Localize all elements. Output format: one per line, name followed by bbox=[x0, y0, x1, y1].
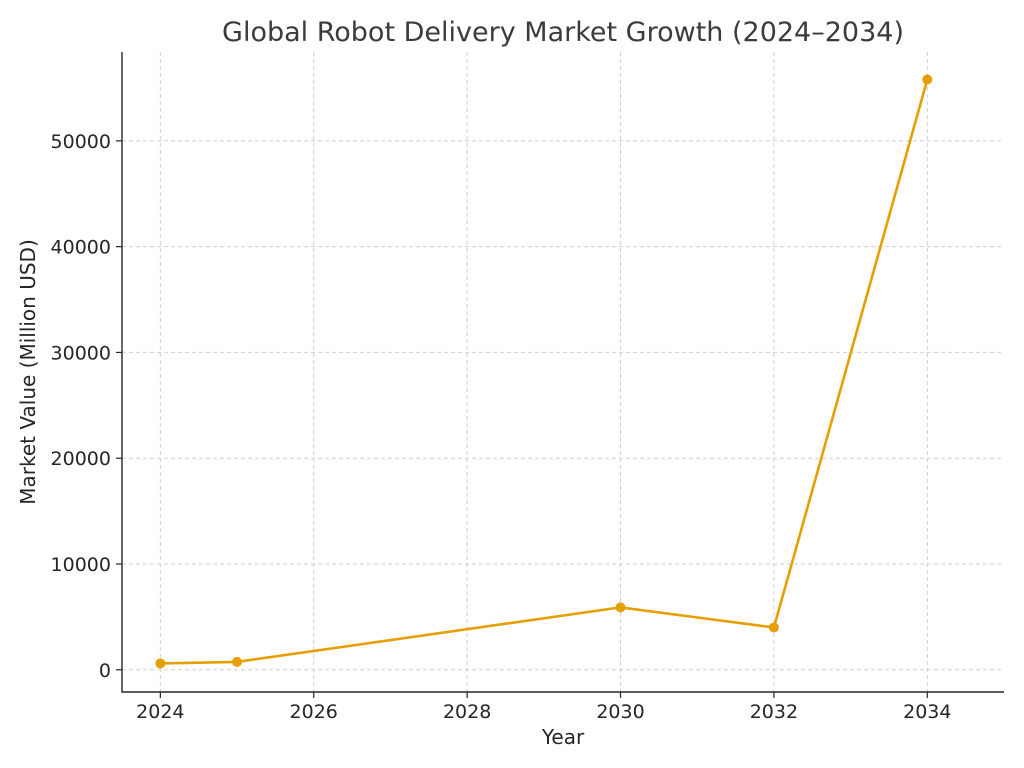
x-tick-label: 2028 bbox=[443, 701, 491, 723]
chart-title: Global Robot Delivery Market Growth (202… bbox=[222, 17, 904, 48]
y-tick-label: 50000 bbox=[51, 131, 111, 153]
x-gridlines bbox=[159, 52, 928, 692]
data-point bbox=[232, 656, 243, 667]
data-point bbox=[922, 74, 933, 85]
data-point bbox=[768, 622, 779, 633]
y-tick-label: 10000 bbox=[51, 554, 111, 576]
series-line bbox=[160, 79, 929, 665]
x-tick-label: 2024 bbox=[136, 701, 184, 723]
x-tick-label: 2026 bbox=[290, 701, 338, 723]
x-tick-label: 2030 bbox=[596, 701, 644, 723]
y-axis-label: Market Value (Million USD) bbox=[16, 239, 40, 504]
y-tick-label: 40000 bbox=[51, 237, 111, 259]
y-tick-label: 30000 bbox=[51, 342, 111, 364]
y-axis-ticks: 0 10000 20000 30000 40000 50000 bbox=[51, 131, 122, 682]
x-tick-label: 2034 bbox=[903, 701, 951, 723]
x-axis-ticks: 2024 2026 2028 2030 2032 2034 bbox=[136, 692, 951, 723]
y-tick-label: 0 bbox=[99, 660, 111, 682]
axes-spines bbox=[121, 52, 1004, 693]
data-point bbox=[615, 602, 626, 613]
y-gridlines bbox=[122, 140, 1004, 671]
series-group bbox=[155, 74, 933, 669]
y-tick-label: 20000 bbox=[51, 448, 111, 470]
x-tick-label: 2032 bbox=[750, 701, 798, 723]
data-point bbox=[155, 658, 166, 669]
x-axis-label: Year bbox=[541, 725, 585, 749]
